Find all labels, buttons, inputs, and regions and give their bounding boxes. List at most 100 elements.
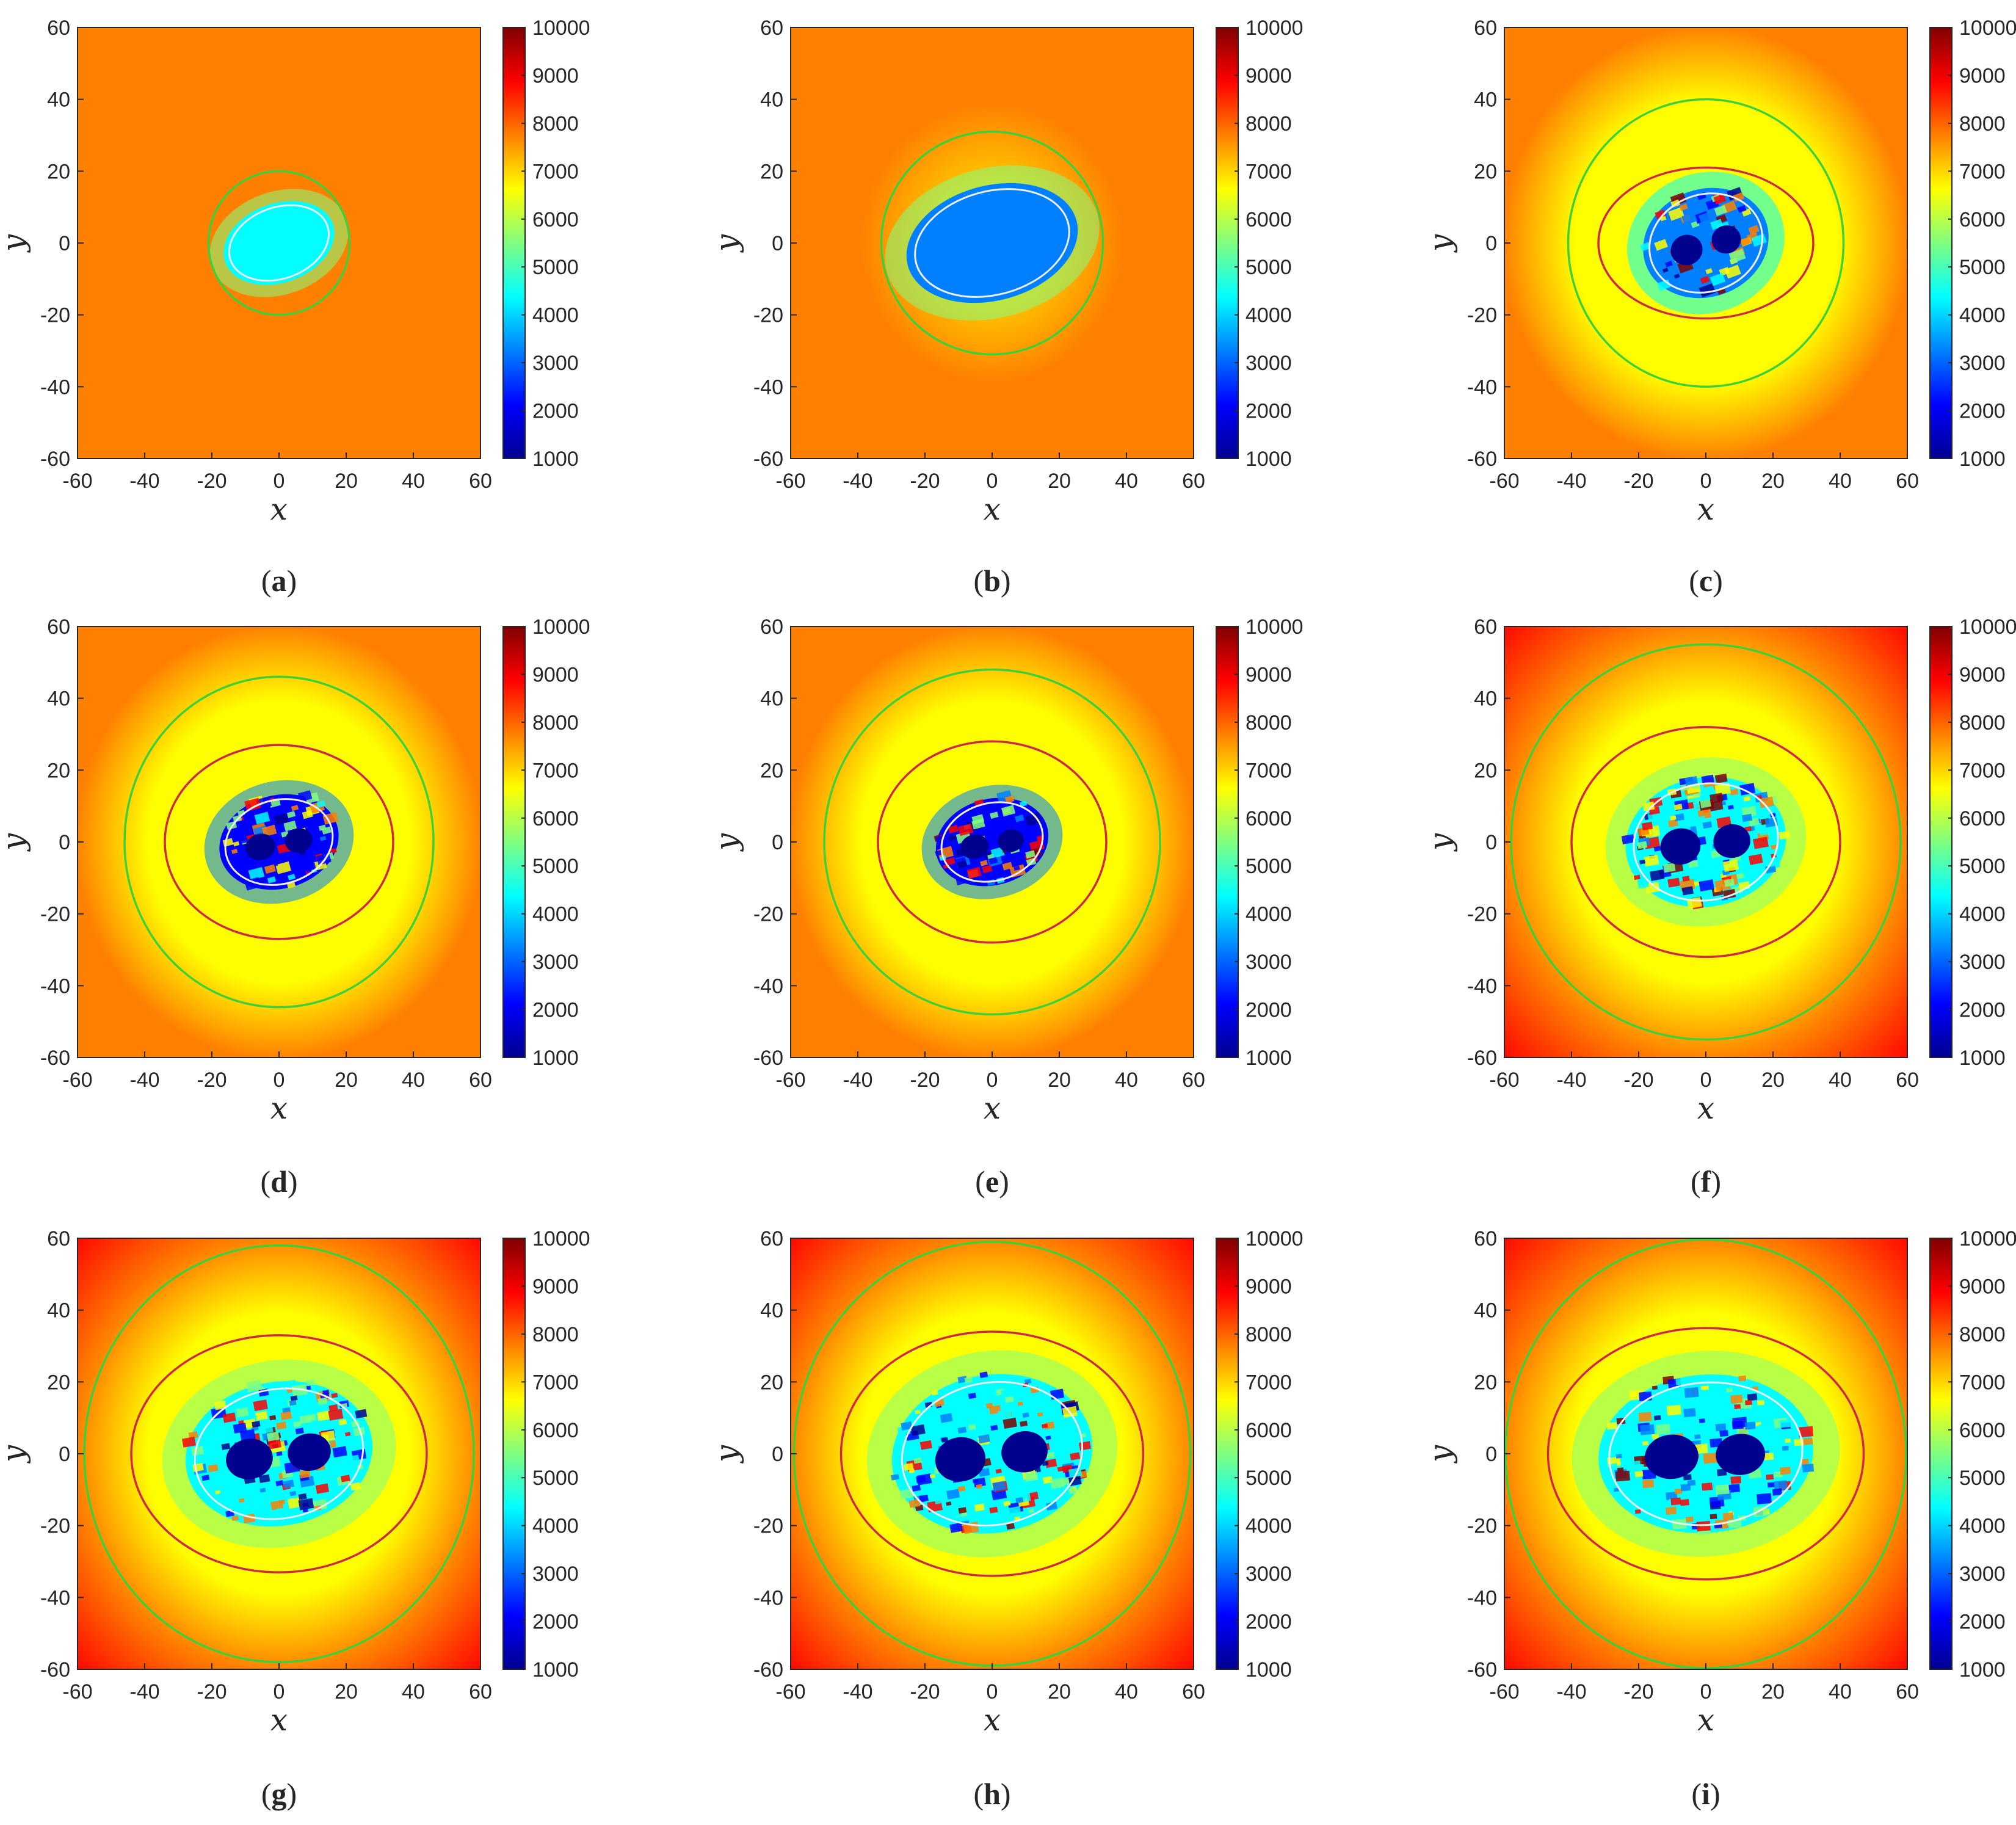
panel-i: -60 -40 -20 0 20 40 60 60 40 20 0 -20 -40 -60 x y 10000 9… xyxy=(1423,1227,2016,1811)
colorbar-tick-label: 10000 xyxy=(1245,16,1304,40)
x-tick-label: -60 xyxy=(62,1680,92,1703)
x-tick-label: -20 xyxy=(910,1680,940,1703)
colorbar-tick-label: 4000 xyxy=(532,903,579,926)
colorbar-tick-label: 10000 xyxy=(532,16,590,40)
y-axis-label: y xyxy=(1423,234,1458,253)
x-tick-label: 60 xyxy=(1896,470,1919,493)
inner-contour xyxy=(940,801,1044,883)
core-region xyxy=(866,1350,1118,1558)
x-tick-label: 40 xyxy=(1115,470,1138,493)
panel-caption: (f) xyxy=(1691,1164,1721,1199)
panel-e: -60 -40 -20 0 20 40 60 60 40 20 0 -20 -40 -60 x y 10000 9… xyxy=(709,615,1304,1199)
colorbar-tick-label: 8000 xyxy=(1245,112,1292,136)
colorbar-tick-label: 7000 xyxy=(532,759,579,782)
y-tick-label: 60 xyxy=(1474,615,1497,639)
colorbar-tick-label: 6000 xyxy=(532,807,579,830)
x-tick-label: 20 xyxy=(1761,1680,1785,1703)
y-tick-label: -60 xyxy=(1467,448,1497,471)
inner-contour xyxy=(914,188,1070,298)
panel-a: -60 -40 -20 0 20 40 60 60 40 20 0 -20 -40 -60 x y 10000 9… xyxy=(0,16,590,598)
y-tick-label: 40 xyxy=(47,1299,70,1322)
y-tick-label: -40 xyxy=(753,1586,783,1609)
x-tick-label: 60 xyxy=(469,470,492,493)
x-tick-label: 0 xyxy=(274,1069,285,1092)
x-tick-label: -40 xyxy=(1556,1069,1586,1092)
inner-contour xyxy=(1633,782,1779,902)
core-region xyxy=(885,165,1100,321)
y-tick-label: 40 xyxy=(760,89,783,112)
colorbar-tick-label: 10000 xyxy=(1959,16,2016,40)
colorbar-tick-label: 7000 xyxy=(532,1371,579,1394)
colorbar-tick-label: 4000 xyxy=(1959,1515,2006,1538)
panel-caption: (h) xyxy=(973,1777,1010,1811)
inner-contour xyxy=(224,798,334,886)
colorbar-tick-label: 4000 xyxy=(1245,304,1292,327)
colorbar-tick-label: 5000 xyxy=(532,256,579,279)
colorbar-tick-label: 4000 xyxy=(532,1515,579,1538)
panel-f: -60 -40 -20 0 20 40 60 60 40 20 0 -20 -40 -60 x y 10000 9… xyxy=(1423,615,2016,1199)
x-tick-label: -60 xyxy=(1489,470,1519,493)
colorbar-tick-label: 4000 xyxy=(1245,903,1292,926)
colorbar-tick-label: 7000 xyxy=(1245,1371,1292,1394)
x-tick-label: 40 xyxy=(1829,470,1852,493)
x-tick-label: -60 xyxy=(62,1069,92,1092)
panel-d: -60 -40 -20 0 20 40 60 60 40 20 0 -20 -40 -60 x y 10000 9… xyxy=(0,615,590,1199)
middle-contour xyxy=(1570,725,1841,959)
y-tick-label: -60 xyxy=(753,1658,783,1682)
colorbar-tick-label: 5000 xyxy=(532,1467,579,1490)
y-tick-label: -20 xyxy=(1467,1515,1497,1538)
x-tick-label: -20 xyxy=(1623,1069,1653,1092)
x-tick-label: -20 xyxy=(197,1680,227,1703)
colorbar-tick-label: 4000 xyxy=(1959,304,2006,327)
y-tick-label: -20 xyxy=(753,903,783,926)
colorbar-tick-label: 6000 xyxy=(1245,208,1292,231)
colorbar-tick-label: 3000 xyxy=(1245,1562,1292,1586)
x-tick-label: 60 xyxy=(1896,1680,1919,1703)
colorbar xyxy=(1216,626,1239,1058)
x-tick-label: 20 xyxy=(1048,1680,1071,1703)
x-tick-label: -60 xyxy=(775,1069,805,1092)
panel-caption: (e) xyxy=(975,1164,1009,1199)
core-region xyxy=(204,780,354,904)
y-tick-label: 40 xyxy=(1474,688,1497,711)
x-tick-label: -40 xyxy=(1556,1680,1586,1703)
colorbar-tick-label: 9000 xyxy=(532,1275,579,1298)
colorbar-tick-label: 3000 xyxy=(1959,951,2006,974)
y-tick-label: -20 xyxy=(753,1515,783,1538)
colorbar-tick-label: 6000 xyxy=(1245,807,1292,830)
colorbar-tick-label: 5000 xyxy=(532,855,579,878)
middle-contour xyxy=(877,740,1108,944)
y-tick-label: -40 xyxy=(40,1586,70,1609)
inner-contour xyxy=(228,204,330,282)
colorbar-tick-label: 5000 xyxy=(1245,855,1292,878)
x-tick-label: 60 xyxy=(469,1680,492,1703)
y-axis-label: y xyxy=(0,833,31,852)
y-tick-label: 60 xyxy=(47,16,70,40)
colorbar-tick-label: 8000 xyxy=(532,1323,579,1346)
middle-contour xyxy=(839,1330,1145,1577)
y-tick-label: 40 xyxy=(1474,89,1497,112)
y-tick-label: -20 xyxy=(753,304,783,327)
x-axis-label: x xyxy=(1697,1702,1714,1738)
y-axis-label: y xyxy=(1423,1445,1458,1464)
x-tick-label: -40 xyxy=(1556,470,1586,493)
x-axis-label: x xyxy=(984,492,1001,527)
y-tick-label: 0 xyxy=(772,831,783,854)
panel-caption: (d) xyxy=(260,1164,297,1199)
colorbar-tick-label: 8000 xyxy=(1959,1323,2006,1346)
x-tick-label: -60 xyxy=(775,470,805,493)
y-tick-label: -40 xyxy=(1467,974,1497,998)
y-tick-label: 60 xyxy=(760,16,783,40)
colorbar-tick-label: 9000 xyxy=(1245,1275,1292,1298)
y-tick-label: 20 xyxy=(760,759,783,782)
y-axis-label: y xyxy=(1423,833,1458,852)
panel-c: -60 -40 -20 0 20 40 60 60 40 20 0 -20 -40 -60 x y 10000 9… xyxy=(1423,16,2016,598)
colorbar-tick-label: 3000 xyxy=(532,1562,579,1586)
colorbar-tick-label: 1000 xyxy=(1959,448,2006,471)
x-axis-label: x xyxy=(270,492,288,527)
core-region xyxy=(1572,1351,1840,1557)
middle-contour xyxy=(1546,1327,1865,1581)
colorbar xyxy=(502,1238,526,1670)
colorbar-tick-label: 2000 xyxy=(1245,1611,1292,1634)
colorbar xyxy=(1929,27,1953,459)
